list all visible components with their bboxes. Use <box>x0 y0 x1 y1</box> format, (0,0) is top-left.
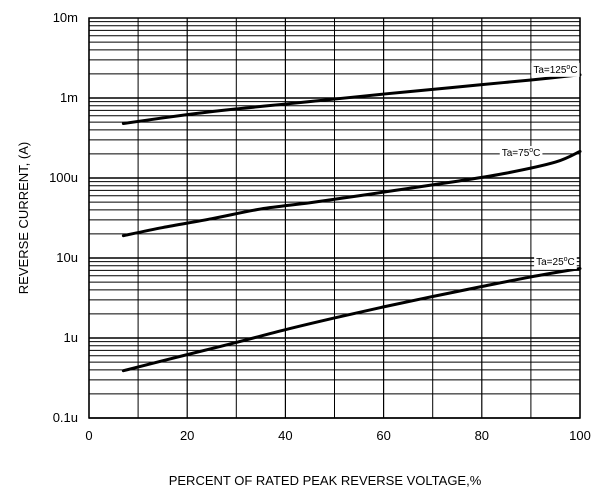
x-tick-label: 80 <box>475 428 489 443</box>
series-line <box>121 149 582 238</box>
y-tick-label: 10u <box>56 250 78 265</box>
x-tick-label: 20 <box>180 428 194 443</box>
y-tick-label: 100u <box>49 170 78 185</box>
series-label-background <box>499 146 543 161</box>
series-label-text: Ta=25oC <box>536 256 575 268</box>
y-tick-label: 1m <box>60 90 78 105</box>
y-tick-label: 10m <box>53 10 78 25</box>
x-axis-title: PERCENT OF RATED PEAK REVERSE VOLTAGE,% <box>169 473 482 488</box>
series-label-background <box>531 62 580 77</box>
x-axis-tick-labels: 0 20 40 60 80 100 <box>85 428 590 443</box>
series-line <box>121 266 582 373</box>
series-labels: Ta=125oC Ta=75oC Ta=25oC <box>499 62 580 270</box>
series-label-background <box>534 255 577 270</box>
series-label: Ta=25oC <box>534 255 577 270</box>
x-tick-label: 40 <box>278 428 292 443</box>
series-curves <box>121 73 582 373</box>
series-line <box>121 73 582 125</box>
y-tick-label: 1u <box>64 330 78 345</box>
y-axis-tick-labels: 0.1u 1u 10u 100u 1m 10m <box>49 10 78 425</box>
plot-frame <box>88 17 581 419</box>
series-label-text: Ta=75oC <box>502 147 541 159</box>
minor-gridlines <box>89 18 580 418</box>
series-label: Ta=125oC <box>531 62 580 77</box>
x-tick-label: 100 <box>569 428 591 443</box>
series-label: Ta=75oC <box>499 146 543 161</box>
x-tick-label: 60 <box>376 428 390 443</box>
y-tick-label: 0.1u <box>53 410 78 425</box>
y-axis-title: REVERSE CURRENT, (A) <box>16 142 31 294</box>
series-label-text: Ta=125oC <box>533 64 577 76</box>
x-tick-label: 0 <box>85 428 92 443</box>
